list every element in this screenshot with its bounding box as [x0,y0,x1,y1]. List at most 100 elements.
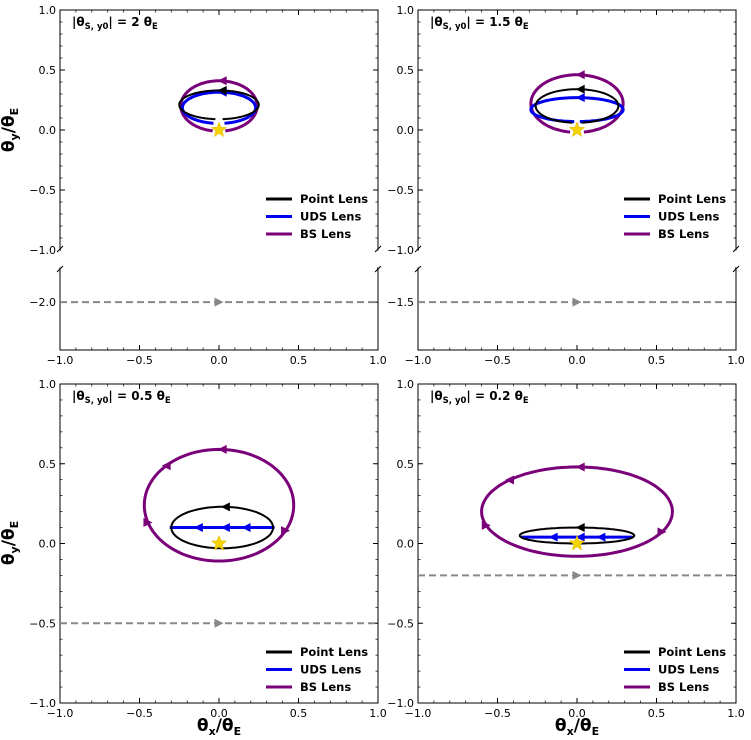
x-tick-label: −0.5 [126,707,153,720]
legend-label-bs-lens: BS Lens [300,227,351,241]
x-tick-label: −1.0 [405,707,432,720]
x-tick-label: 0.5 [648,707,666,720]
source-track-arrow [572,570,582,580]
axis-break-mark [374,245,382,253]
trajectory-arrow-point-lens [575,523,585,533]
trajectory-uds-lens [529,96,625,124]
legend-label-uds-lens: UDS Lens [658,663,719,677]
trajectory-uds-lens [180,90,258,125]
y-tick-label: −1.0 [387,697,414,710]
x-tick-label: 0.5 [648,354,666,367]
trajectory-arrow-bs-lens [217,444,227,454]
legend-label-bs-lens: BS Lens [658,680,709,694]
legend-label-point-lens: Point Lens [658,645,726,659]
trajectory-arrow-bs-lens [281,526,291,536]
x-tick-label: −1.0 [47,707,74,720]
legend-3: Point Lens UDS Lens BS Lens [266,645,368,694]
x-tick-label: −0.5 [126,354,153,367]
lower-plot-frame [59,267,379,351]
x-tick-label: −0.5 [484,354,511,367]
trajectory-arrow-uds-lens [220,523,230,533]
y-tick-label: −1.0 [29,244,56,257]
panel-1: −1.0 −0.5 0.0 0.5 1.0 −2.0 −1.0 −0.5 0.0 0.5 1.0 |θ… [29,4,386,367]
x-tick-label: 0.0 [568,707,586,720]
x-tick-label: −1.0 [405,354,432,367]
y-tick-label: −0.5 [29,617,56,630]
trajectory-arrow-uds-lens [548,532,558,542]
trajectory-point-lens [178,89,260,121]
panel-annotation-3: |θS, y0| = 0.5 θE [72,389,171,406]
y-tick-label: 0.5 [39,64,57,77]
trajectory-arrow-bs-lens [161,461,171,471]
y-tick-label: 0.5 [39,458,57,471]
legend-label-point-lens: Point Lens [658,192,726,206]
trajectory-arrow-bs-lens [575,70,585,80]
y-tick-label: 0.0 [397,124,415,137]
y-tick-label: 0.0 [397,538,415,551]
x-tick-label: −1.0 [47,354,74,367]
panel-annotation-2: |θS, y0| = 1.5 θE [430,15,529,32]
trajectory-arrow-bs-lens [481,520,491,530]
legend-label-bs-lens: BS Lens [300,680,351,694]
trajectory-arrow-bs-lens [505,475,515,485]
legend-label-uds-lens: UDS Lens [300,210,361,224]
y-tick-label: 0.5 [397,458,415,471]
trajectory-arrow-bs-lens [657,527,667,537]
y-tick-label: −0.5 [29,184,56,197]
legend-label-point-lens: Point Lens [300,192,368,206]
panel-3: −1.0 −0.5 0.0 0.5 1.0 −1.0 −0.5 0.0 0.5 1.0 |θS, y… [29,378,386,720]
y-axis-label-bottom: θy/θE [0,521,21,565]
source-track-arrow [572,297,582,307]
legend-2: Point Lens UDS Lens BS Lens [624,192,726,241]
trajectory-arrow-uds-lens [193,523,203,533]
y-tick-label: −1.0 [29,697,56,710]
axis-break-mark [56,245,64,253]
y-tick-label: 0.0 [39,124,57,137]
lens-star-icon [568,121,586,138]
lens-star-icon [210,121,228,138]
x-tick-label: 0.0 [210,354,228,367]
trajectory-arrow-bs-lens [143,517,153,527]
legend-label-uds-lens: UDS Lens [658,210,719,224]
panel-4: −1.0 −0.5 0.0 0.5 1.0 −1.0 −0.5 0.0 0.5 1.0 |θS, y… [387,378,744,720]
y-tick-label: −0.5 [387,184,414,197]
trajectory-arrow-uds-lens [596,532,606,542]
x-tick-label: 1.0 [369,707,387,720]
axis-break-mark [56,265,64,273]
trajectory-arrow-bs-lens [217,76,227,86]
x-tick-label: 0.0 [210,707,228,720]
panel-annotation-4: |θS, y0| = 0.2 θE [430,389,529,406]
x-axis-label-right: θx/θE [555,716,599,738]
panel-annotation-1: |θS, y0| = 2 θE [72,15,158,32]
y-tick-label: −0.5 [387,617,414,630]
y-tick-label-lower: −1.5 [387,296,414,309]
trajectory-arrow-uds-lens [575,93,585,103]
y-tick-label: 1.0 [39,4,57,17]
x-tick-label: −0.5 [484,707,511,720]
lower-plot-frame [417,267,737,351]
y-tick-label-lower: −2.0 [29,296,56,309]
trajectory-arrow-point-lens [575,84,585,94]
x-tick-label: 1.0 [727,707,745,720]
y-tick-label: 0.5 [397,64,415,77]
y-tick-label: −1.0 [387,244,414,257]
lens-star-icon [568,534,586,551]
legend-label-point-lens: Point Lens [300,645,368,659]
trajectory-arrow-point-lens [220,502,230,512]
trajectory-arrow-uds-lens [241,523,251,533]
x-tick-label: 1.0 [727,354,745,367]
legend-label-bs-lens: BS Lens [658,227,709,241]
axis-break-mark [414,245,422,253]
y-tick-label: 0.0 [39,538,57,551]
axis-break-mark [374,265,382,273]
y-tick-label: 1.0 [397,4,415,17]
source-track-arrow [214,297,224,307]
axis-break-mark [732,245,740,253]
x-tick-label: 0.5 [290,354,308,367]
trajectory-arrow-bs-lens [575,462,585,472]
axis-break-mark [414,265,422,273]
y-axis-label-top: θy/θE [0,108,21,152]
x-tick-label: 0.5 [290,707,308,720]
source-track-arrow [214,618,224,628]
